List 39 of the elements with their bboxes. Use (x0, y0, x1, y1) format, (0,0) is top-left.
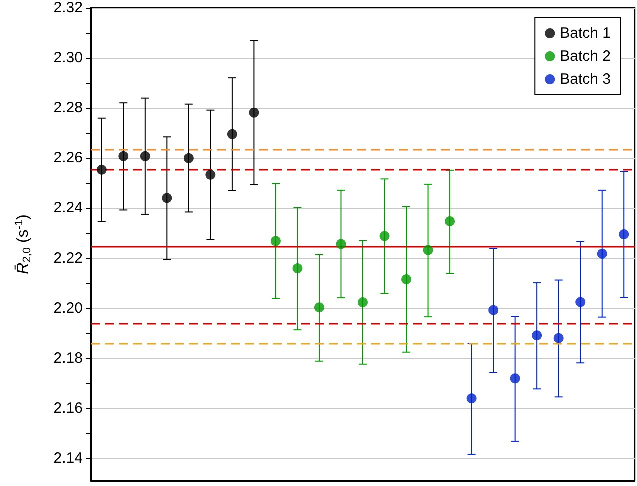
point (510, 374, 520, 384)
y-tick-label: 2.26 (54, 150, 83, 167)
y-tick-label: 2.24 (54, 200, 83, 217)
point (358, 298, 368, 308)
point (532, 330, 542, 341)
point (402, 274, 412, 285)
point (270, 236, 281, 246)
y-tick-label: 2.18 (54, 350, 83, 367)
y-tick-label: 2.22 (54, 250, 83, 267)
legend-label: Batch 2 (560, 48, 612, 65)
point (227, 129, 238, 140)
point (162, 193, 172, 204)
point (184, 153, 194, 164)
point (249, 108, 260, 118)
point (314, 302, 324, 313)
point (466, 394, 477, 404)
point (380, 231, 390, 242)
point (597, 249, 608, 260)
point (96, 164, 107, 175)
point (576, 297, 586, 308)
point (554, 333, 564, 344)
point (445, 216, 456, 226)
y-tick-label: 2.32 (54, 0, 83, 16)
point (423, 245, 434, 256)
legend-label: Batch 3 (560, 71, 612, 88)
point (292, 264, 303, 274)
point (206, 170, 216, 180)
y-tick-label: 2.28 (54, 100, 83, 117)
y-tick-label: 2.30 (54, 50, 83, 67)
point (336, 239, 346, 250)
legend-label: Batch 1 (560, 25, 612, 42)
point (619, 229, 630, 240)
point (140, 151, 150, 162)
y-tick-label: 2.14 (54, 450, 83, 467)
y-tick-label: 2.20 (54, 300, 83, 317)
point (488, 305, 499, 316)
point (118, 151, 129, 162)
y-tick-label: 2.16 (54, 400, 83, 417)
y-axis-title: R̄2,0 (s-1) (14, 214, 34, 274)
